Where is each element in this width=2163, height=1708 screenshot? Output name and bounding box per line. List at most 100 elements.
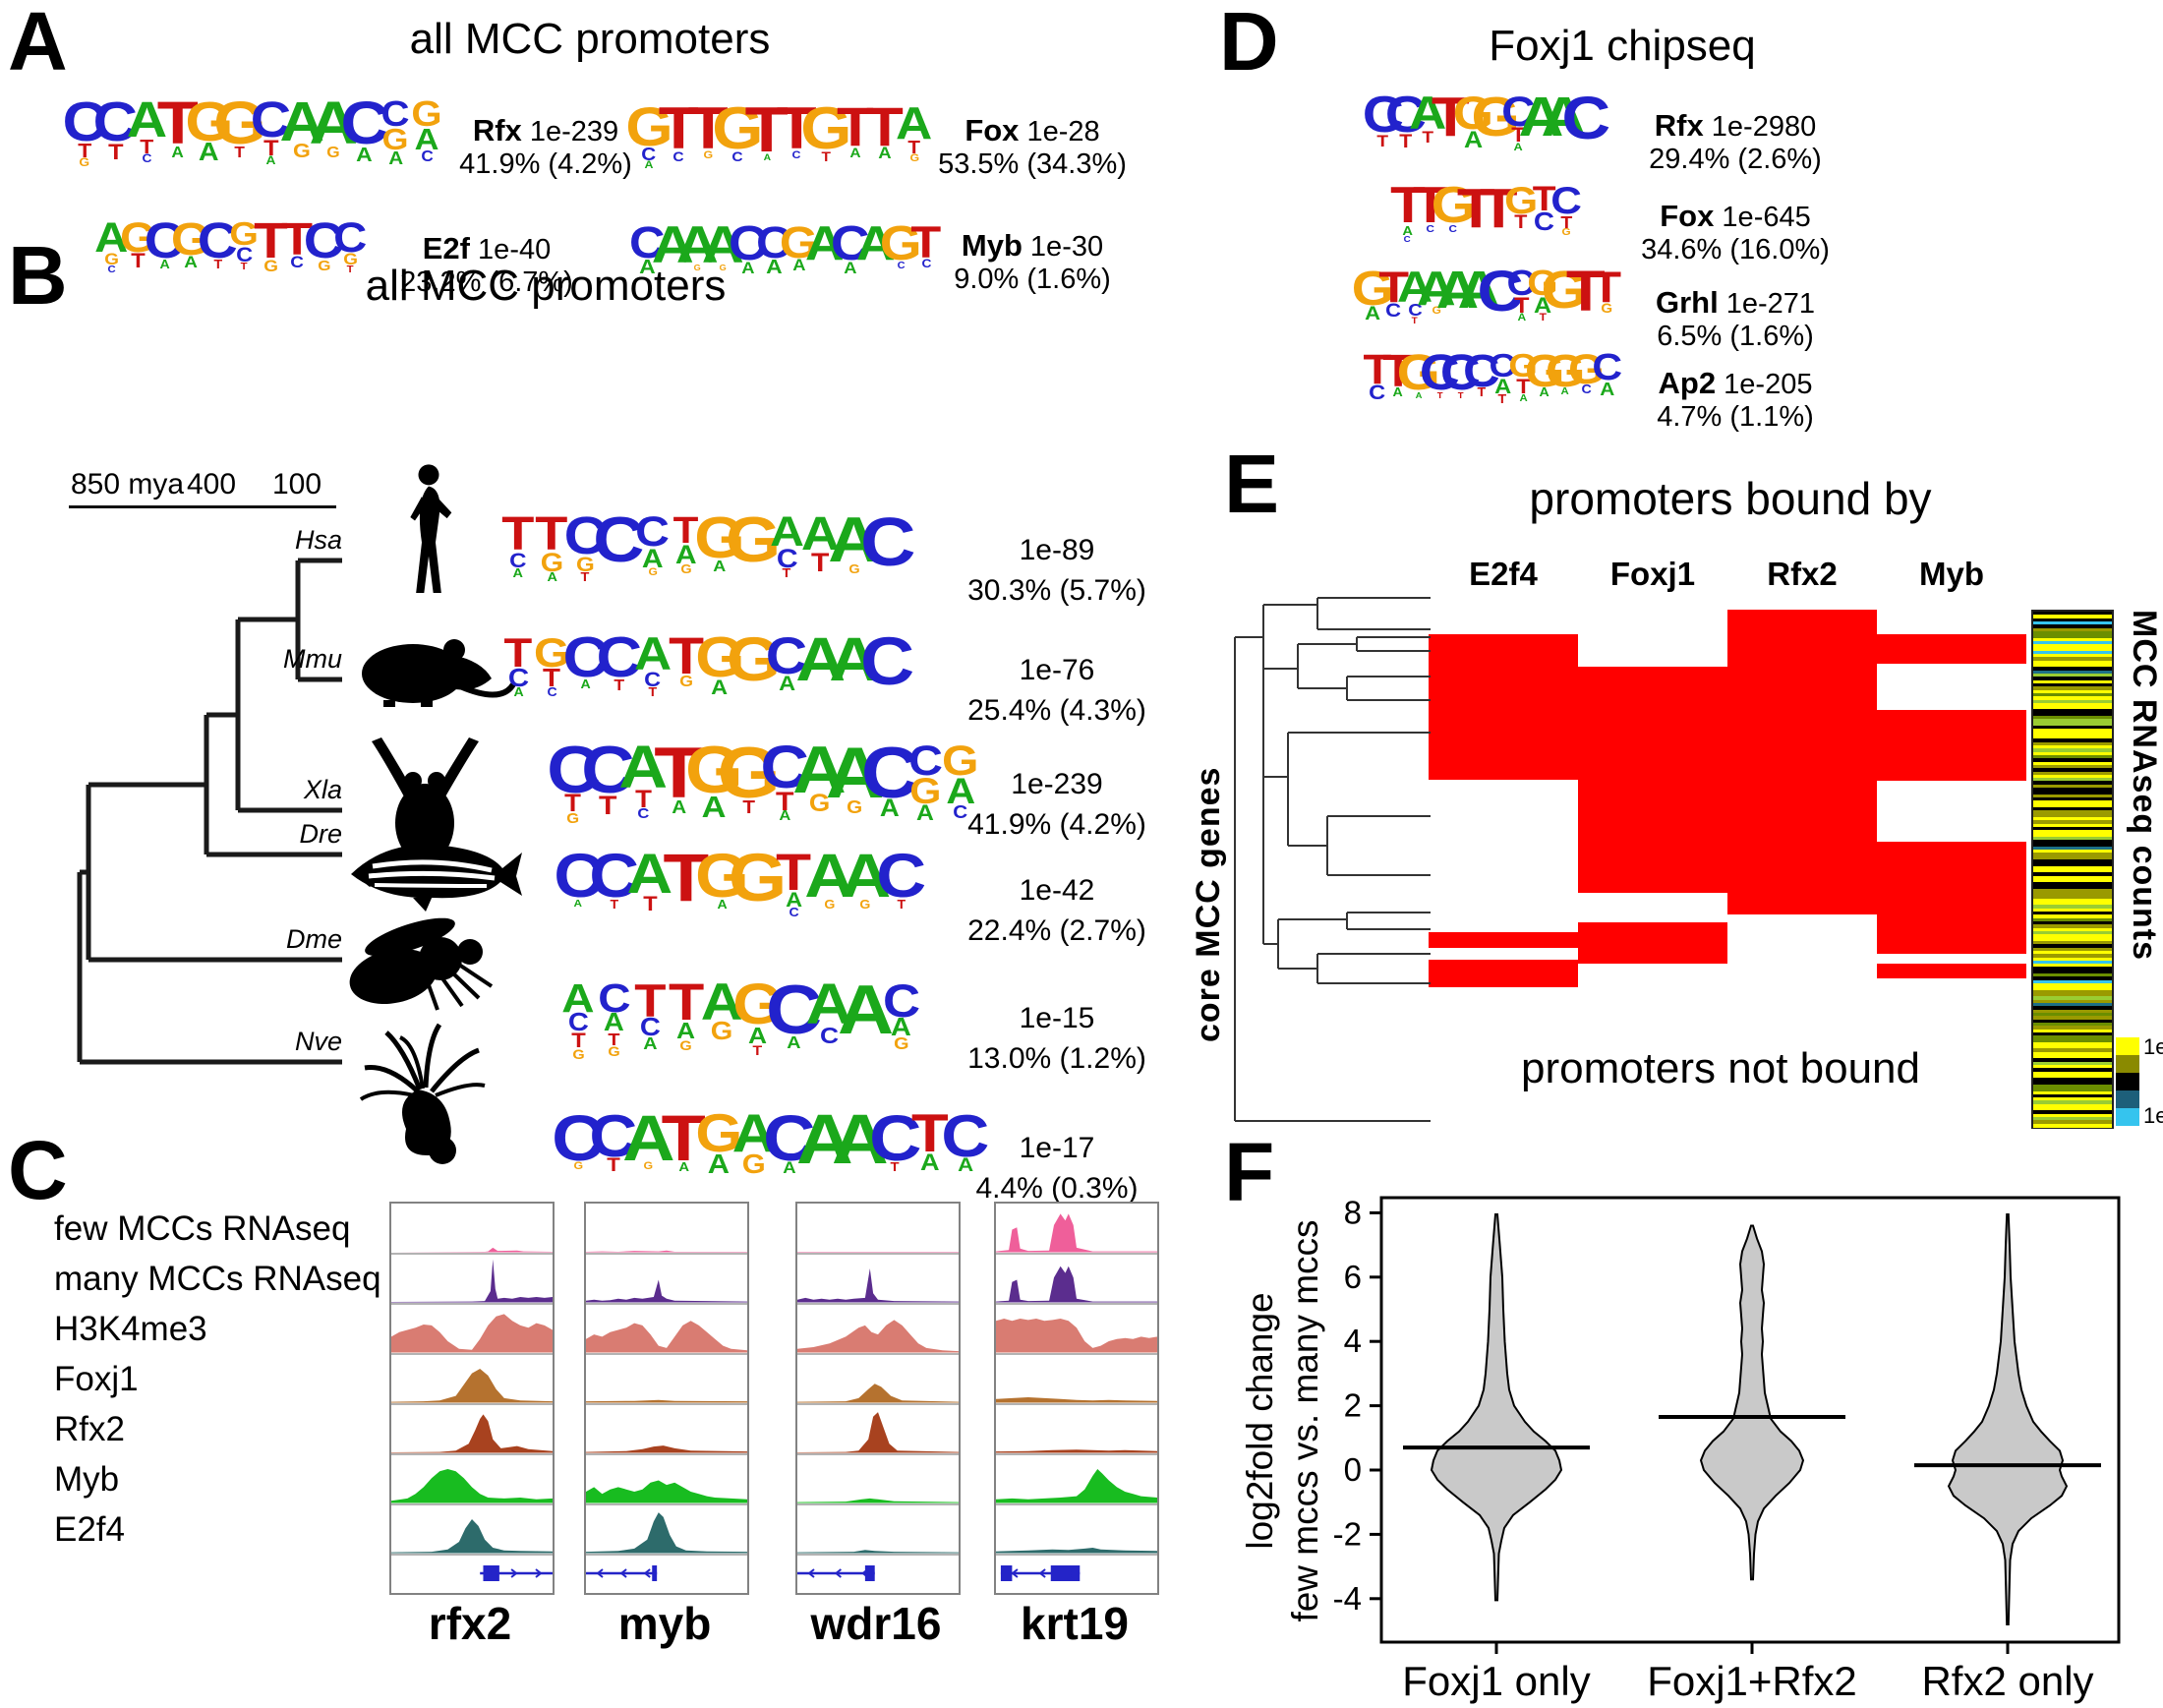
logo-letter: A <box>700 973 743 1031</box>
logo-letter: C <box>92 90 139 152</box>
logo-letter: C <box>791 148 801 161</box>
species-label-nve: Nve <box>294 1027 342 1056</box>
strip-line <box>2033 686 2112 691</box>
logo-letter: T <box>654 732 704 813</box>
signal-rfx2 <box>586 1445 747 1453</box>
logo-letter: C <box>639 1013 661 1041</box>
logo-letter: A <box>580 677 591 691</box>
logo-column: T <box>1480 180 1518 236</box>
logo-letter: C <box>420 147 434 165</box>
strip-line <box>2033 892 2112 897</box>
logo-letter: T <box>776 95 817 161</box>
logo-letter: C <box>1419 344 1460 400</box>
strip-line <box>2033 964 2112 969</box>
strip-line <box>2033 960 2112 965</box>
logo-letter: C <box>921 257 931 271</box>
strip-line <box>2033 921 2112 926</box>
logo-letter: T <box>668 627 704 685</box>
motif-label-d-fox: Fox 1e-645 34.6% (16.0%) <box>1627 199 1843 266</box>
strip-line <box>2033 902 2112 907</box>
stats-percentage: 41.9% (4.2%) <box>967 807 1146 841</box>
logo-letter: G <box>780 217 819 267</box>
strip-line <box>2033 885 2112 890</box>
track-svg-myb <box>586 1250 747 1581</box>
strip-line <box>2033 667 2112 672</box>
strip-line <box>2033 888 2112 893</box>
logo-letter: A <box>778 672 795 695</box>
species-label-mmu: Mmu <box>283 644 342 674</box>
colorbar-max-label: 1e5 <box>2143 1034 2163 1059</box>
track-svg-rfx2 <box>391 1247 553 1581</box>
species-label-xla: Xla <box>303 775 342 804</box>
logo-letter: A <box>829 625 880 694</box>
logo-letter: C <box>333 214 368 261</box>
strip-line <box>2033 803 2112 808</box>
motif-name-evalue: Grhl 1e-271 <box>1655 285 1816 320</box>
strip-line <box>2033 931 2112 935</box>
logo-letter: A <box>896 97 933 148</box>
mcc-rnaseq-counts-label: MCC RNAseq counts <box>2126 610 2163 962</box>
strip-line <box>2033 670 2112 675</box>
strip-line <box>2033 800 2112 805</box>
logo-letter: T <box>658 95 699 161</box>
logo-letter: C <box>1385 300 1402 323</box>
logo-column: A <box>855 219 895 268</box>
logo-letter: A <box>828 504 880 575</box>
logo-letter: C <box>142 151 152 166</box>
strip-line <box>2033 744 2112 749</box>
strip-line <box>2033 855 2112 860</box>
logo-letter: C <box>1369 382 1386 405</box>
strip-line <box>2033 712 2112 717</box>
strip-line <box>2033 624 2112 629</box>
logo-letter: A <box>279 90 325 152</box>
logo-letter: C <box>507 662 529 692</box>
signal-h3k <box>391 1314 553 1353</box>
logo-letter: A <box>713 557 727 575</box>
logo-letter: T <box>570 1030 586 1052</box>
gene-arrow <box>807 1568 815 1578</box>
strip-line <box>2033 784 2112 789</box>
logo-letter: C <box>672 147 684 164</box>
colorbar-swatch <box>2116 1055 2139 1073</box>
strip-line <box>2033 853 2112 857</box>
logo-letter: C <box>553 842 604 911</box>
logo-letter: A <box>644 159 654 172</box>
stats-evalue: 1e-17 <box>1019 1132 1095 1164</box>
signal-myb <box>391 1469 553 1503</box>
strip-line <box>2033 797 2112 802</box>
logo-column: G <box>727 629 781 691</box>
logo-letter: C <box>546 734 601 807</box>
logo-letter: A <box>878 144 892 163</box>
logo-letter: T <box>1516 375 1531 398</box>
signal-many <box>586 1279 747 1303</box>
signal-h3k <box>586 1321 747 1353</box>
logo-letter: G <box>1601 301 1612 317</box>
logo-letter: C <box>1440 344 1482 400</box>
logo-letter: T <box>606 1154 620 1177</box>
motif-percentage: 9.0% (1.6%) <box>954 264 1111 295</box>
logo-letter: A <box>171 144 185 161</box>
motif-name-evalue: Ap2 1e-205 <box>1658 366 1813 400</box>
human-icon <box>410 464 452 593</box>
heatmap-col-label-foxj1: Foxj1 <box>1609 556 1696 592</box>
track-label-few: few MCCs RNAseq <box>54 1209 351 1248</box>
logo-letter: G <box>608 1043 620 1060</box>
strip-line <box>2033 729 2112 734</box>
scale-bar <box>69 505 336 508</box>
